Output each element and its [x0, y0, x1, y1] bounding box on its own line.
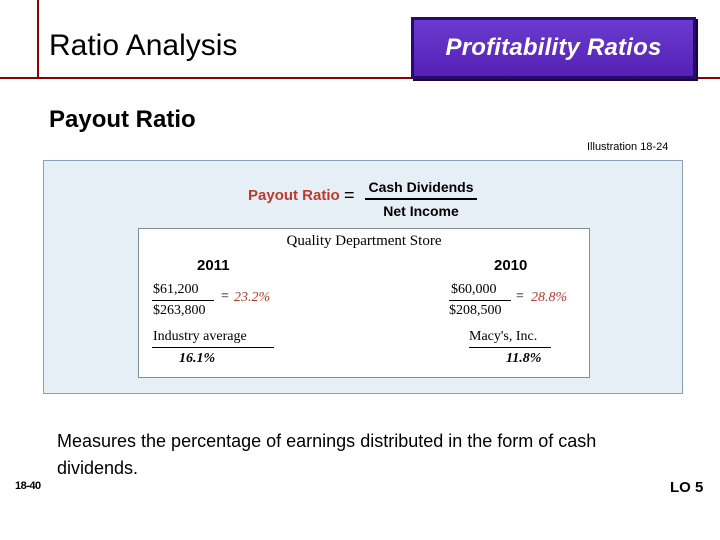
macys-value: 11.8%: [506, 351, 542, 366]
numerator-2010: $60,000: [451, 282, 497, 297]
illustration-label: Illustration 18-24: [587, 141, 669, 153]
topic-badge: Profitability Ratios: [411, 17, 696, 79]
macys-label: Macy's, Inc.: [469, 329, 538, 344]
equals-2010: =: [516, 289, 524, 304]
company-name: Quality Department Store: [286, 233, 442, 249]
formula-label: Payout Ratio: [248, 187, 340, 204]
industry-average-label: Industry average: [153, 329, 247, 344]
section-subtitle: Payout Ratio: [49, 106, 196, 133]
formula-denominator: Net Income: [383, 203, 459, 219]
ratio-description: Measures the percentage of earnings dist…: [57, 431, 597, 478]
industry-average-rule: [152, 347, 274, 348]
result-2011: 23.2%: [234, 290, 271, 305]
result-2010: 28.8%: [531, 290, 568, 305]
formula-fraction-bar: [365, 198, 477, 200]
fraction-bar-2011: [152, 300, 214, 301]
year-heading-2010: 2010: [494, 257, 528, 274]
example-box: Quality Department Store 2011 2010 $61,2…: [138, 228, 590, 378]
denominator-2011: $263,800: [153, 303, 206, 318]
macys-rule: [469, 347, 551, 348]
formula-equals: =: [344, 185, 355, 205]
denominator-2010: $208,500: [449, 303, 502, 318]
slide-number: 18-40: [15, 480, 41, 492]
equals-2011: =: [221, 289, 229, 304]
fraction-bar-2010: [449, 300, 511, 301]
year-heading-2011: 2011: [197, 257, 230, 274]
numerator-2011: $61,200: [153, 282, 199, 297]
header-horizontal-rule: [0, 77, 720, 79]
learning-objective: LO 5: [670, 479, 704, 496]
industry-average-value: 16.1%: [179, 351, 216, 366]
formula-numerator: Cash Dividends: [368, 179, 474, 195]
topic-badge-label: Profitability Ratios: [445, 34, 662, 61]
slide-title: Ratio Analysis: [49, 29, 238, 62]
header-vertical-rule: [37, 0, 39, 79]
